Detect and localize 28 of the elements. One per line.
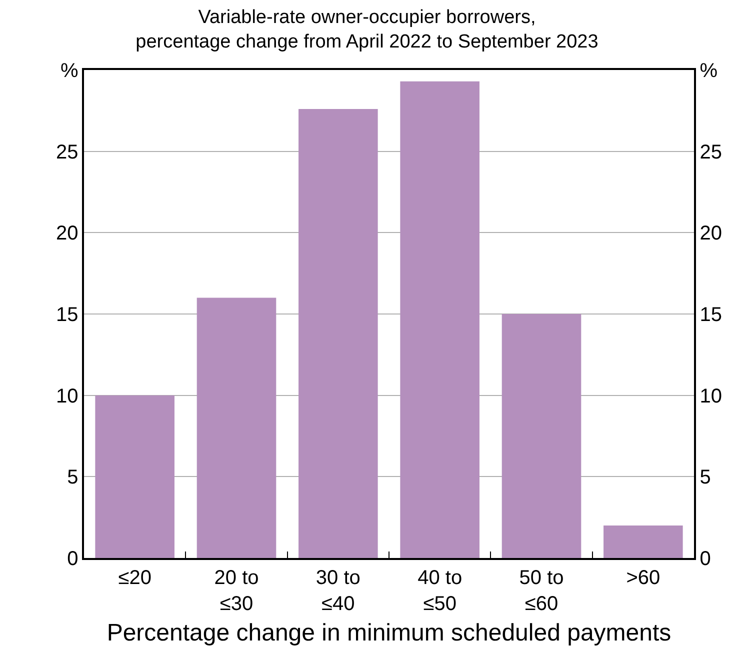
y2-tick-label: 0 [700, 548, 711, 570]
y-tick-label: 25 [56, 141, 78, 164]
y2-tick-label: 15 [700, 304, 722, 326]
bar [604, 525, 683, 558]
y-tick-label: 20 [56, 222, 78, 245]
y-tick-label: 5 [67, 466, 78, 489]
x-tick-label: >60 [626, 566, 660, 589]
x-tick-label: 40 to ≤50 [418, 566, 462, 615]
bar [298, 109, 378, 558]
bar [400, 81, 480, 558]
y-tick-label: % [60, 60, 78, 82]
y2-tick-label: 20 [700, 222, 722, 245]
x-axis-title: Percentage change in minimum scheduled payments [106, 620, 672, 647]
x-tick-label: 50 to ≤60 [519, 566, 564, 615]
bar [196, 298, 276, 558]
bar [95, 395, 174, 558]
y2-tick-label: 25 [700, 141, 722, 164]
y-tick-label: 10 [56, 385, 78, 408]
x-tick-label: 20 to ≤30 [214, 566, 259, 615]
y2-tick-label: % [700, 60, 718, 82]
y2-tick-label: 5 [700, 466, 711, 489]
bar [502, 314, 582, 558]
y-tick-label: 15 [56, 304, 78, 326]
y-tick-label: 0 [67, 548, 78, 570]
x-tick-label: 30 to ≤40 [316, 566, 360, 615]
y2-tick-label: 10 [700, 385, 722, 408]
chart-subtitle: Variable-rate owner-occupier borrowers, percentage change from April 2022 to September 2023 [136, 6, 598, 52]
x-tick-label: ≤20 [118, 566, 152, 589]
